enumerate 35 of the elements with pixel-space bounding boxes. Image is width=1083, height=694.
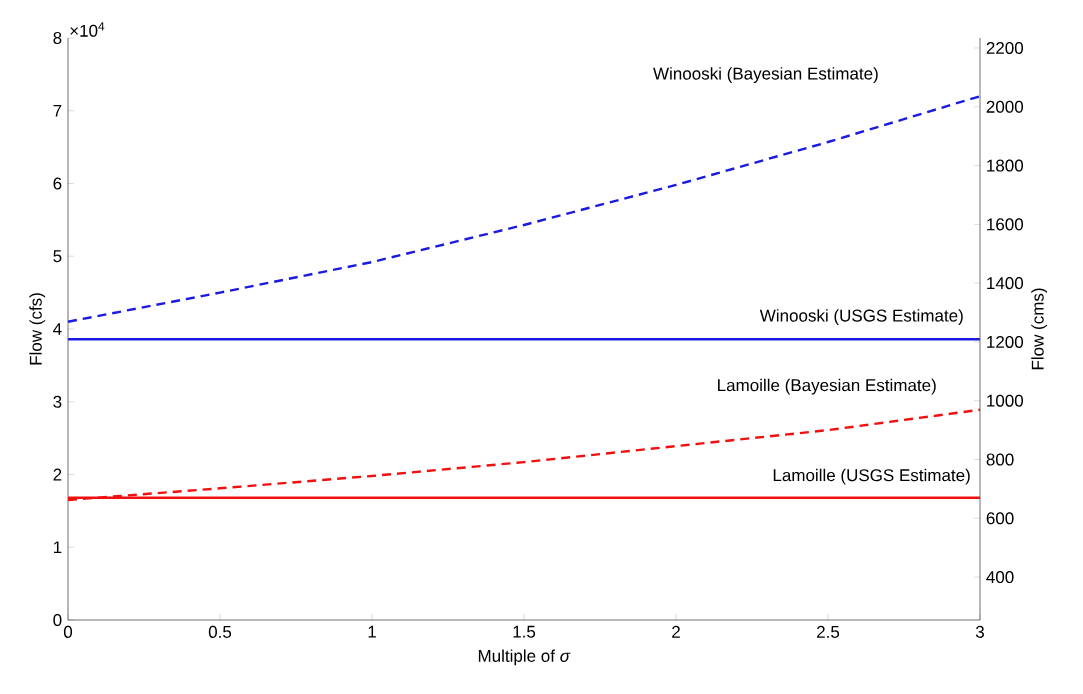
y-tick-label: 7 <box>53 104 62 117</box>
y2-tick-label: 2000 <box>986 100 1024 113</box>
y-tick-label: 0 <box>53 613 62 627</box>
x-axis-title: Multiple of σ <box>478 649 571 666</box>
y2-tick-label: 400 <box>986 571 1014 584</box>
x-tick-label: 3 <box>975 625 984 638</box>
x-tick-label: 1.5 <box>513 625 536 638</box>
line-series <box>66 95 982 323</box>
y-tick-label: 2 <box>53 468 62 481</box>
y2-tick-label: 600 <box>986 512 1014 525</box>
y-tick-label: 5 <box>53 250 62 263</box>
x-tick-label: 0.5 <box>208 625 232 638</box>
y-axis-title: Flow (cfs) <box>29 293 46 365</box>
y2-tick-label: 800 <box>986 453 1014 466</box>
y2-tick-label: 1200 <box>987 335 1024 348</box>
y-tick-label: 1 <box>53 541 62 554</box>
series-label: Lamoille (Bayesian Estimate) <box>718 378 936 395</box>
x-tick-label: 2 <box>672 625 680 638</box>
x-tick-label: 0 <box>63 625 73 638</box>
series-label: Winooski (USGS Estimate) <box>759 309 963 325</box>
y-tick-label: 3 <box>53 395 62 408</box>
y2-tick-label: 1000 <box>987 394 1024 407</box>
y2-axis-title: Flow (cms) <box>1031 288 1048 370</box>
text: ×10$^{4}$ <box>70 22 105 37</box>
y-tick-label: 6 <box>53 177 62 190</box>
y2-tick-label: 2200 <box>986 41 1024 55</box>
y2-tick-label: 1400 <box>987 277 1024 290</box>
y-tick-label: 8 <box>53 31 62 45</box>
text: Winooski (Bayesian Estimate) <box>653 67 878 83</box>
x-tick-label: 2.5 <box>817 625 840 638</box>
x-tick-label: 1 <box>368 625 376 638</box>
y2-tick-label: 1800 <box>987 159 1024 172</box>
series-label: Lamoille (USGS Estimate) <box>773 468 970 485</box>
y-tick-label: 4 <box>53 323 62 335</box>
y2-tick-label: 1600 <box>987 218 1024 231</box>
